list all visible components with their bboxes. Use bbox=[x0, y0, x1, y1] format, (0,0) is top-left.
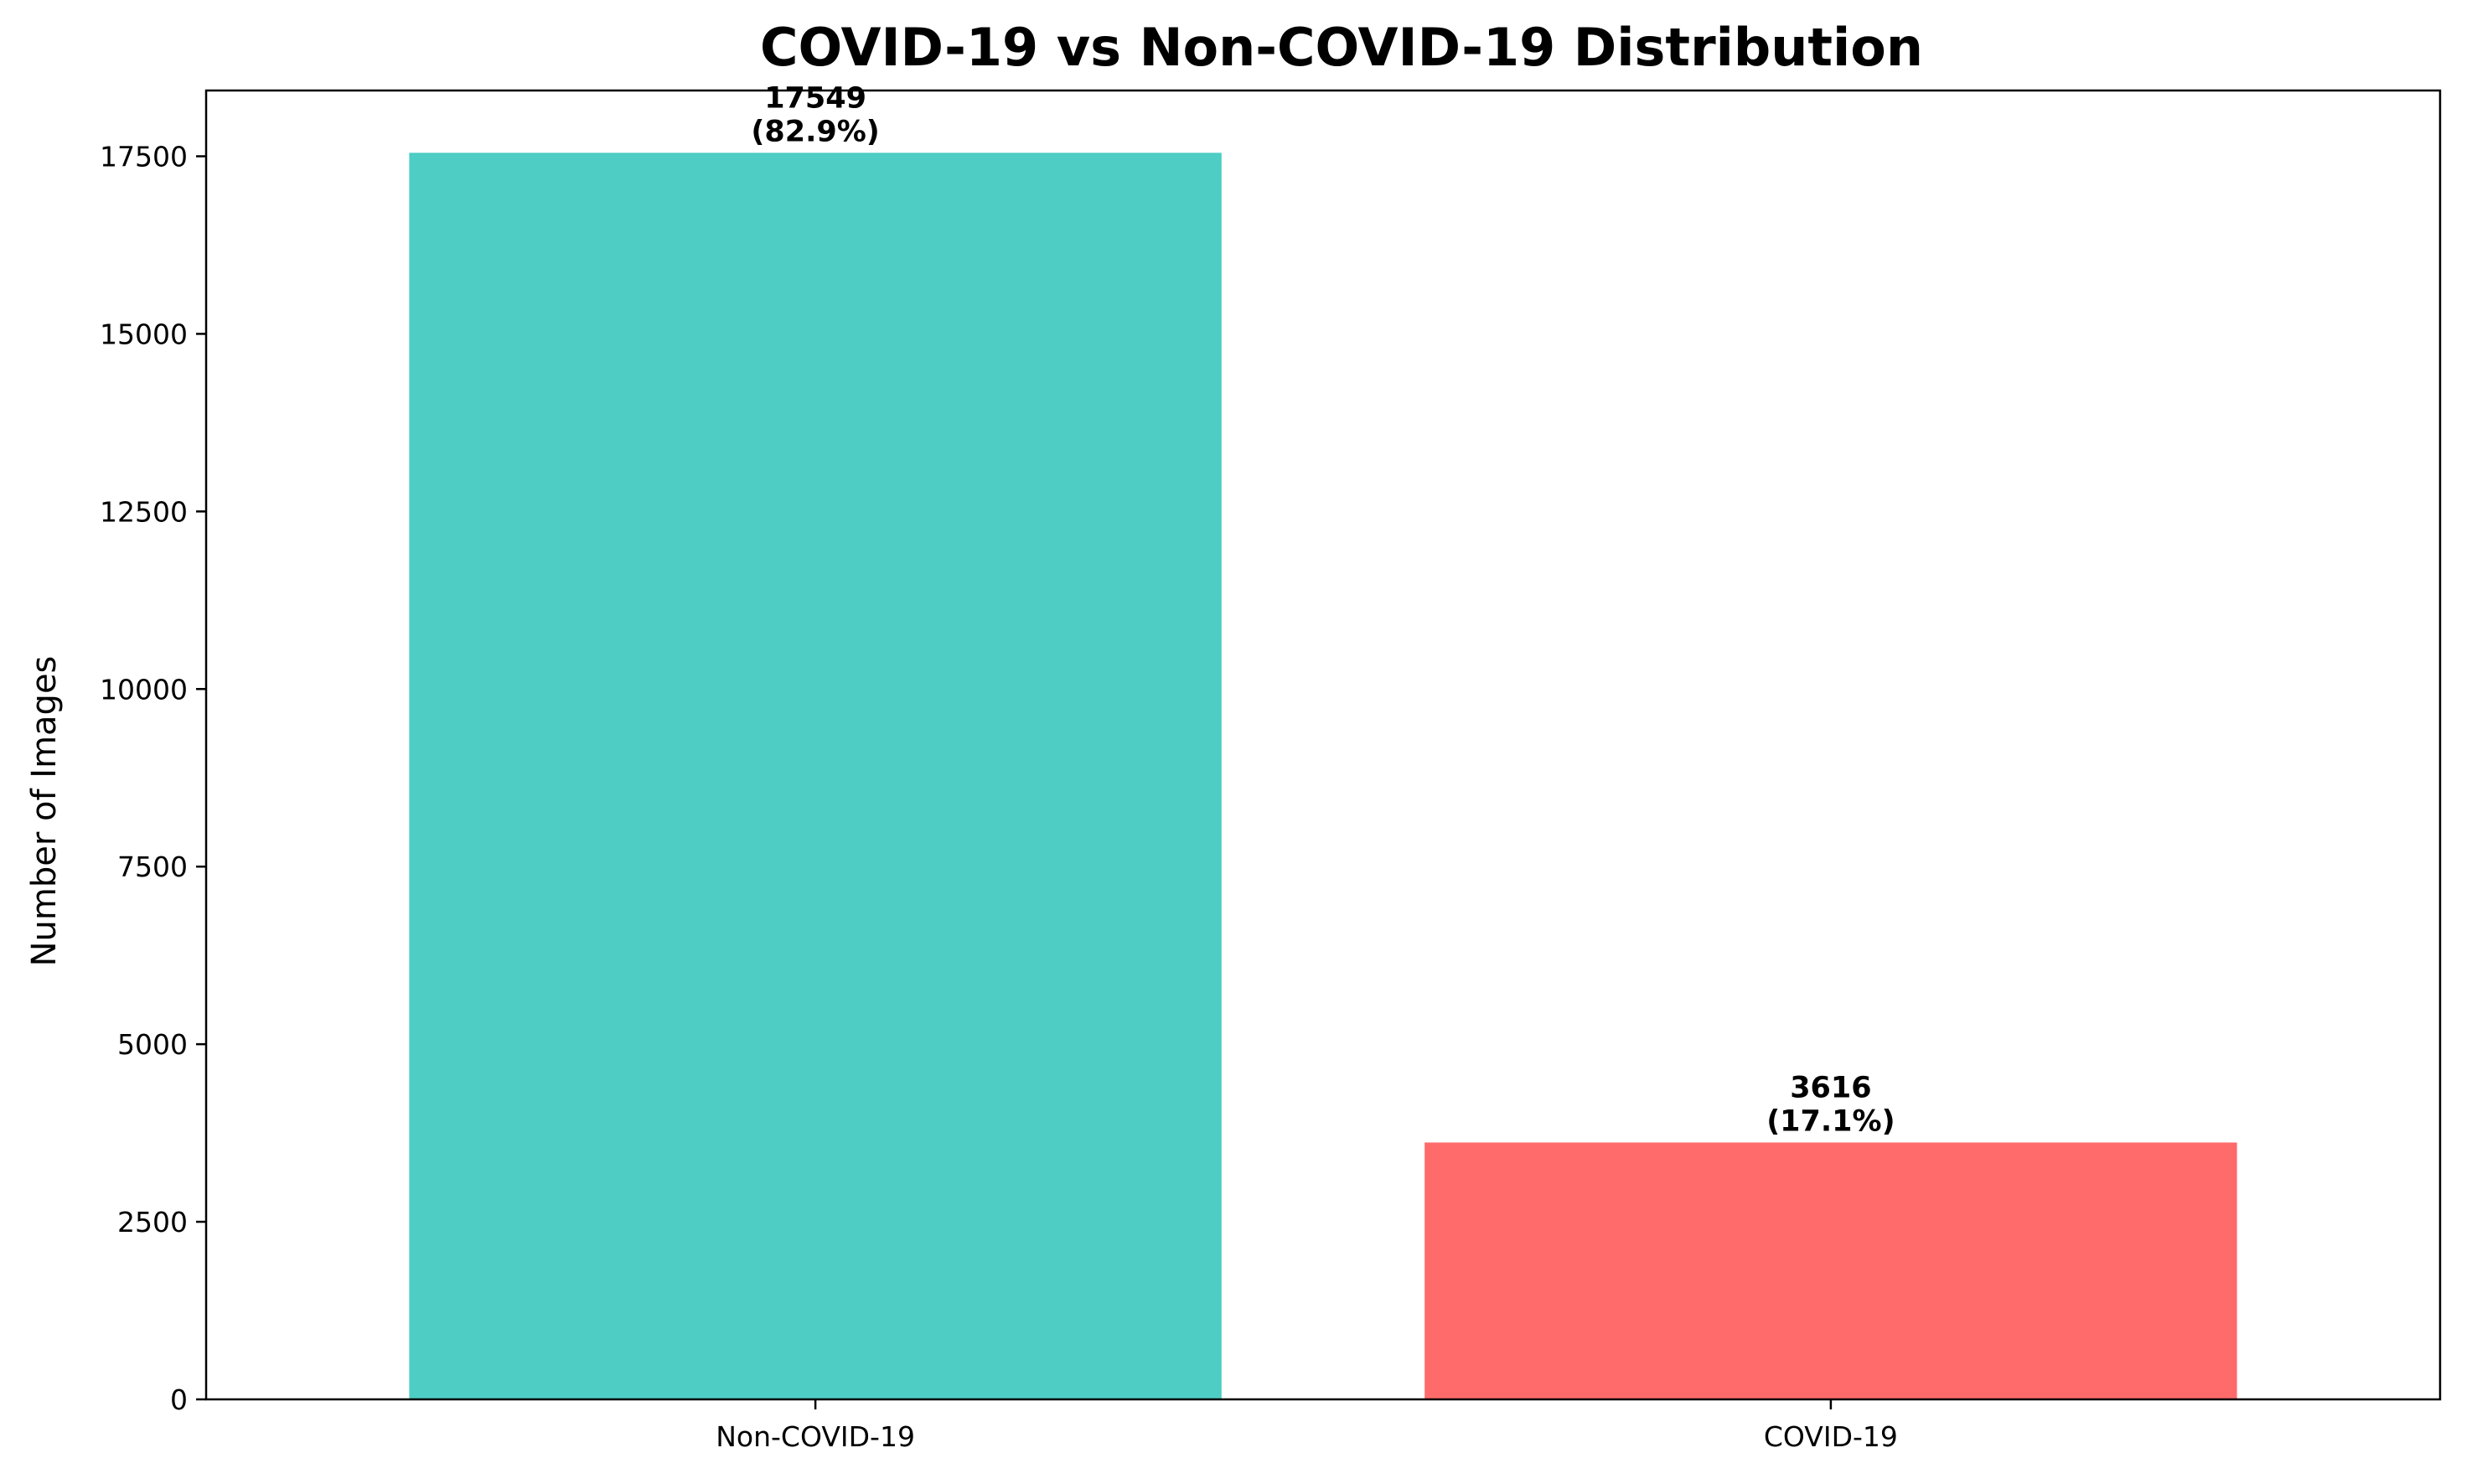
y-tick-label: 15000 bbox=[100, 318, 188, 350]
bar-2 bbox=[1424, 1142, 2237, 1399]
bar-value-label: 17549 bbox=[764, 81, 866, 115]
bar-percent-label: (82.9%) bbox=[751, 115, 879, 148]
bar-percent-label: (17.1%) bbox=[1766, 1104, 1895, 1138]
y-tick-label: 17500 bbox=[100, 140, 188, 173]
y-tick-label: 0 bbox=[170, 1383, 188, 1416]
y-tick-label: 5000 bbox=[117, 1028, 188, 1061]
axes-frame bbox=[204, 89, 2442, 1401]
bars-group bbox=[409, 153, 2237, 1400]
plot-area: 17549(82.9%) 3616(17.1%) 0 2500 5000 7500 100… bbox=[100, 81, 2442, 1453]
y-tick-label: 2500 bbox=[117, 1206, 188, 1238]
chart-title: COVID-19 vs Non-COVID-19 Distribution bbox=[760, 17, 1923, 78]
y-tick-label: 10000 bbox=[100, 673, 188, 706]
y-axis: 0 2500 5000 7500 10000 12500 15000 17500 bbox=[100, 140, 206, 1416]
x-axis: Non-COVID-19 COVID-19 bbox=[716, 1399, 1898, 1453]
y-tick-label: 12500 bbox=[100, 495, 188, 528]
bar-value-label: 3616 bbox=[1790, 1071, 1871, 1104]
y-axis-label: Number of Images bbox=[25, 656, 64, 967]
bar-labels-group: 17549(82.9%) 3616(17.1%) bbox=[751, 81, 1895, 1138]
y-tick-label: 7500 bbox=[117, 851, 188, 883]
x-tick-label: COVID-19 bbox=[1764, 1420, 1898, 1453]
bar-1 bbox=[409, 153, 1222, 1400]
x-tick-label: Non-COVID-19 bbox=[716, 1420, 915, 1453]
